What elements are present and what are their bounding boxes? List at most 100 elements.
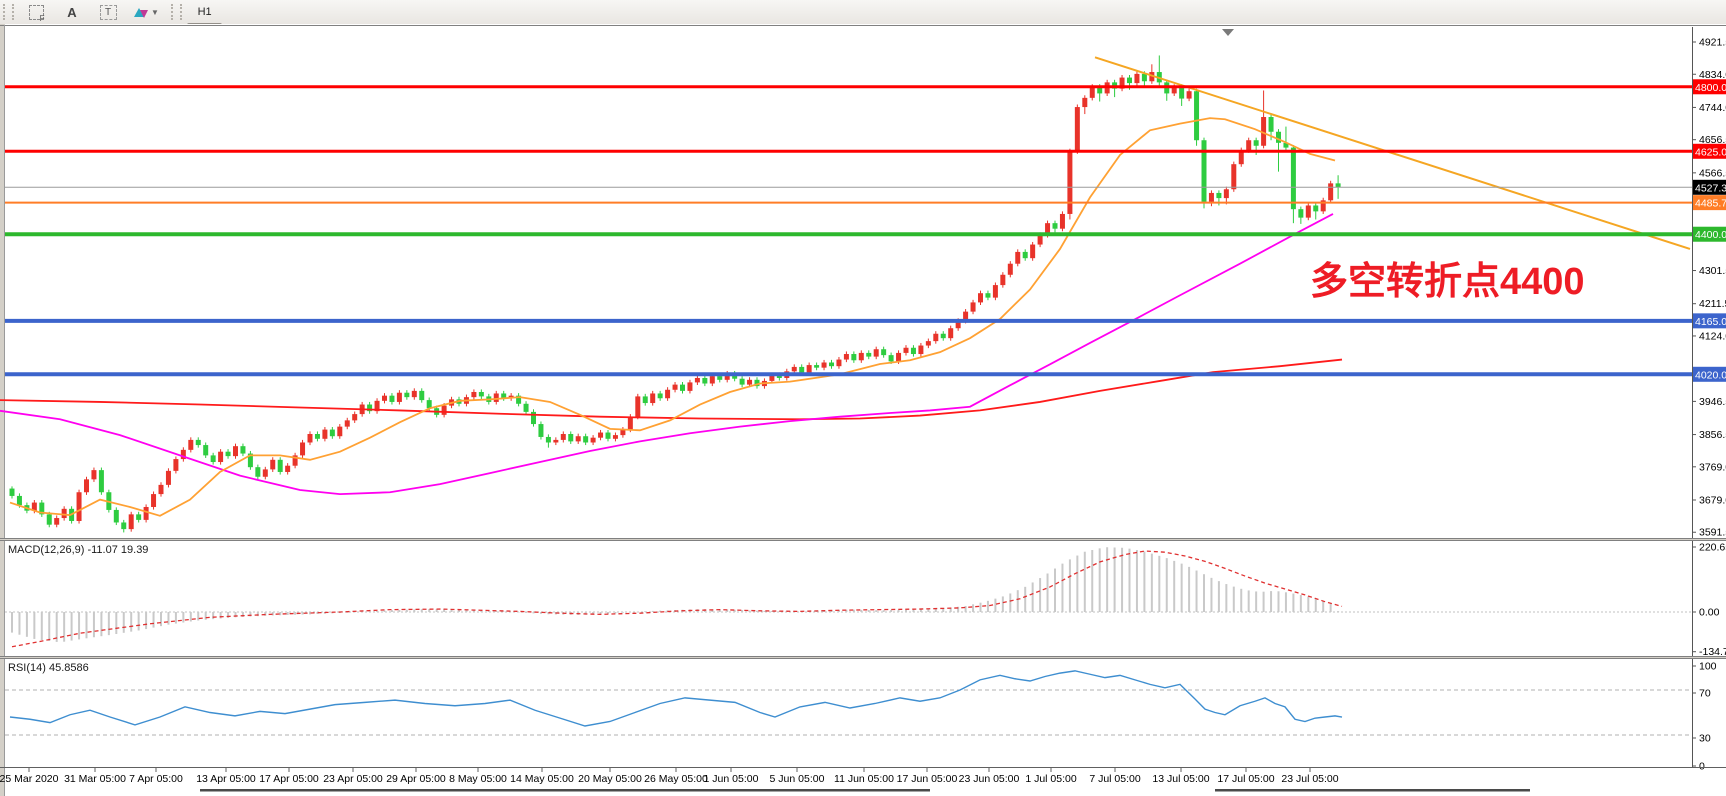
splitter-macd[interactable] — [0, 538, 1726, 541]
macd-label: MACD(12,26,9) -11.07 19.39 — [8, 544, 148, 556]
price-axis: 4921.5 4834.0 4744.0 4656.5 4566.5 4301.5 4211… — [1692, 37, 1726, 539]
candle-body — [1067, 151, 1073, 214]
candle-body — [389, 395, 395, 402]
price-tick-label: 4301.5 — [1699, 265, 1726, 277]
candle-body — [180, 449, 186, 460]
candlestick-chart[interactable]: 4921.5 4834.0 4744.0 4656.5 4566.5 4301.5 4211… — [0, 24, 1726, 796]
candle-body — [218, 451, 224, 463]
candle-body — [896, 352, 902, 362]
window-left-border — [0, 24, 5, 796]
candle-body — [478, 391, 484, 397]
candle-body — [382, 395, 387, 401]
candle-body — [918, 345, 924, 355]
candle-body — [1335, 183, 1341, 188]
candle-body — [799, 366, 805, 373]
price-badge — [1693, 366, 1726, 382]
rsi-line — [9, 670, 1343, 727]
bottom-window-edge — [200, 789, 930, 792]
time-tick-label: 20 May 05:00 — [578, 773, 642, 785]
candle-body — [970, 302, 976, 312]
price-badge — [1693, 313, 1726, 329]
macd-panel[interactable]: 220.65 0.00 -134.76 MACD(12,26,9) -11.07 19… — [5, 541, 1726, 658]
macd-signal-line — [11, 550, 1343, 648]
candle-body — [873, 349, 879, 357]
ma-fast-line — [9, 117, 1336, 517]
timeframe-button-h1[interactable]: H1 — [197, 6, 212, 18]
candle-body — [1134, 73, 1140, 84]
candle-body — [98, 470, 104, 493]
toolbar-grip-2[interactable] — [170, 4, 182, 20]
candle-body — [545, 436, 551, 443]
candle-body — [1201, 140, 1207, 202]
candle-body — [553, 439, 559, 443]
candle-body — [91, 470, 97, 480]
candle-body — [471, 391, 477, 398]
candle-body — [776, 375, 782, 378]
candle-body — [1328, 183, 1334, 201]
candle-body — [121, 522, 127, 530]
candle-body — [39, 502, 45, 515]
candle-body — [650, 393, 656, 404]
drawing-objects-button[interactable]: ▼ — [127, 1, 166, 23]
candle-body — [747, 379, 753, 385]
candle-body — [627, 416, 633, 430]
candle-body — [1000, 274, 1006, 286]
time-tick-label: 23 Jun 05:00 — [959, 773, 1020, 785]
candle-body — [1007, 263, 1013, 275]
candle-body — [687, 382, 693, 391]
price-badge — [1693, 179, 1726, 195]
candle-body — [955, 320, 961, 329]
candle-body — [1186, 91, 1192, 99]
candle-body — [739, 378, 745, 385]
candle-body — [1305, 205, 1311, 218]
candle-body — [702, 377, 708, 384]
price-badge — [1693, 79, 1726, 95]
candle-body — [322, 429, 328, 439]
candle-body — [158, 484, 164, 495]
price-badge-label: 4527.3 — [1695, 182, 1726, 194]
time-axis[interactable]: 25 Mar 2020 31 Mar 05:00 7 Apr 05:00 13 Apr… — [0, 767, 1726, 786]
candle-body — [203, 445, 209, 456]
price-badge — [1693, 226, 1726, 242]
macd-tick-label: -134.76 — [1699, 646, 1726, 658]
candle-body — [1276, 131, 1281, 143]
rsi-tick-label: 0 — [1699, 761, 1705, 773]
price-tick-label: 4834.0 — [1699, 69, 1726, 81]
text-label-button[interactable]: A — [55, 1, 89, 23]
candles-layer — [9, 55, 1341, 533]
candle-body — [821, 362, 827, 368]
candle-body — [240, 446, 246, 454]
price-badge-label: 4485.7 — [1695, 198, 1726, 210]
candle-body — [1059, 213, 1065, 229]
draw-arrow-icon — [134, 7, 144, 17]
candle-body — [247, 453, 253, 468]
price-tick-label: 3769.0 — [1699, 461, 1726, 473]
rsi-label: RSI(14) 45.8586 — [8, 662, 89, 674]
price-badge — [1693, 195, 1726, 211]
candle-body — [1030, 244, 1036, 259]
candle-body — [754, 379, 760, 387]
candle-body — [1082, 97, 1088, 108]
candle-body — [404, 392, 410, 398]
candle-body — [31, 502, 37, 511]
splitter-rsi[interactable] — [0, 656, 1726, 659]
chart-shift-marker[interactable] — [1222, 29, 1234, 36]
candle-body — [493, 393, 499, 402]
candle-body — [76, 492, 82, 521]
candle-body — [292, 455, 298, 466]
candle-body — [441, 405, 447, 415]
toolbar-grip[interactable] — [3, 4, 14, 20]
rsi-panel[interactable]: 100 70 30 0 RSI(14) 45.8586 — [5, 661, 1717, 773]
candle-body — [575, 436, 581, 442]
text-box-button[interactable]: T — [91, 1, 125, 23]
time-tick-label: 7 Jul 05:00 — [1089, 773, 1141, 785]
candle-body — [1119, 77, 1125, 89]
candle-body — [1290, 147, 1296, 210]
candle-body — [367, 404, 373, 412]
crosshair-pointer-button[interactable]: F — [19, 1, 53, 23]
candle-body — [136, 514, 142, 520]
candle-body — [769, 375, 775, 381]
candle-body — [612, 435, 618, 439]
candle-body — [829, 362, 834, 367]
candle-body — [337, 426, 343, 437]
